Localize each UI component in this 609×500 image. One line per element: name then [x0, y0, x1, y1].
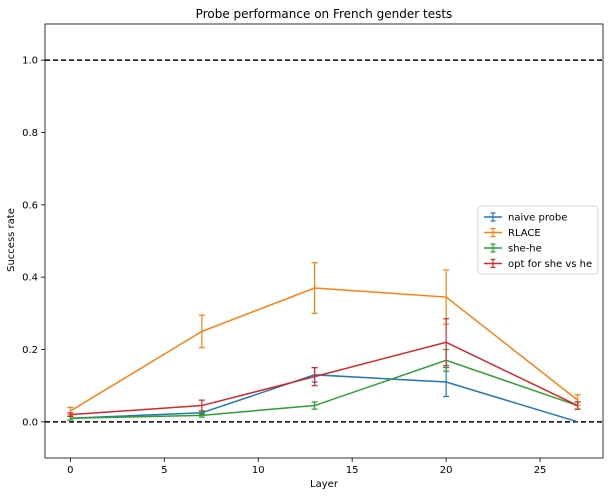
- legend-label: RLACE: [508, 228, 541, 239]
- y-tick-label: 0.0: [22, 417, 38, 428]
- legend-label: she-he: [508, 244, 542, 255]
- legend-label: opt for she vs he: [508, 259, 592, 270]
- x-axis-label: Layer: [310, 479, 339, 490]
- series-line-1: [70, 288, 577, 411]
- y-tick-label: 0.6: [22, 200, 38, 211]
- y-tick-label: 1.0: [22, 56, 38, 67]
- x-tick-label: 0: [67, 465, 73, 476]
- x-tick-label: 15: [346, 465, 359, 476]
- y-tick-label: 0.2: [22, 345, 38, 356]
- x-tick-label: 10: [252, 465, 265, 476]
- y-tick-label: 0.4: [22, 273, 38, 284]
- y-axis-label: Success rate: [6, 208, 17, 272]
- series-line-3: [70, 342, 577, 414]
- x-tick-label: 25: [534, 465, 547, 476]
- x-tick-label: 5: [161, 465, 167, 476]
- chart-title: Probe performance on French gender tests: [196, 7, 453, 21]
- legend-label: naive probe: [508, 213, 567, 224]
- x-tick-label: 20: [440, 465, 453, 476]
- y-tick-label: 0.8: [22, 128, 38, 139]
- legend: naive probe RLACE she-he opt for she vs he: [478, 206, 598, 274]
- series-line-0: [70, 375, 577, 422]
